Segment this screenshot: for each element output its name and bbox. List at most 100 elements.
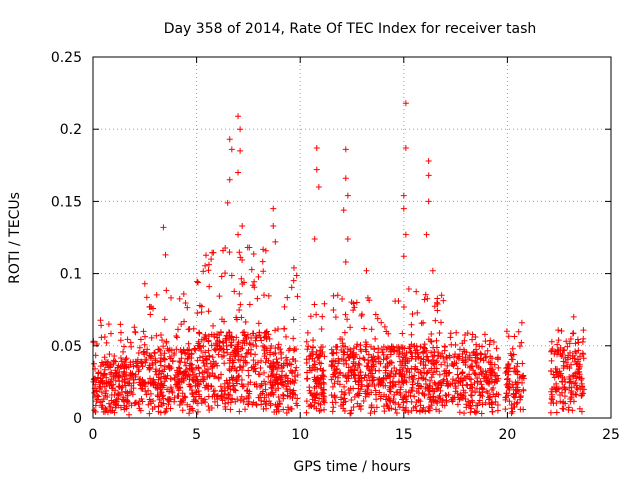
data-point: [283, 410, 290, 417]
data-point: [97, 317, 104, 324]
data-point: [436, 408, 443, 415]
data-point: [247, 379, 254, 386]
data-point: [237, 126, 244, 133]
data-point: [431, 379, 438, 386]
data-point: [363, 341, 370, 348]
data-point: [466, 375, 473, 382]
data-point: [358, 312, 365, 319]
data-point: [390, 399, 397, 406]
data-point: [272, 238, 279, 245]
data-point: [399, 330, 406, 337]
data-point: [493, 390, 500, 397]
data-point: [504, 376, 511, 383]
data-point: [269, 382, 276, 389]
data-point: [464, 382, 471, 389]
data-point: [226, 249, 233, 256]
data-point: [407, 349, 414, 356]
data-point: [415, 397, 422, 404]
data-point: [214, 392, 221, 399]
data-point: [216, 346, 223, 353]
data-point: [261, 330, 268, 337]
data-point: [482, 351, 489, 358]
data-point: [184, 355, 191, 362]
data-point: [433, 337, 440, 344]
data-point: [124, 392, 131, 399]
data-point: [179, 390, 186, 397]
data-point: [362, 390, 369, 397]
data-point: [254, 359, 261, 366]
data-point: [478, 371, 485, 378]
data-point: [229, 357, 236, 364]
data-point: [149, 305, 156, 312]
data-point: [387, 351, 394, 358]
data-point: [330, 349, 337, 356]
data-point: [143, 294, 150, 301]
data-point: [443, 397, 450, 404]
data-point: [280, 382, 287, 389]
data-point: [330, 307, 337, 314]
data-point: [463, 404, 470, 411]
data-point: [341, 395, 348, 402]
data-point: [510, 390, 517, 397]
data-point: [363, 377, 370, 384]
y-tick-label: 0.1: [60, 267, 82, 283]
data-point: [512, 386, 519, 393]
data-point: [482, 368, 489, 375]
data-point: [262, 386, 269, 393]
data-point: [248, 266, 255, 273]
data-point: [380, 374, 387, 381]
data-point: [203, 252, 210, 259]
data-point: [459, 351, 466, 358]
y-tick-label: 0.2: [60, 122, 82, 138]
data-point: [119, 389, 126, 396]
data-point: [268, 390, 275, 397]
data-point: [192, 373, 199, 380]
data-point: [493, 345, 500, 352]
data-point: [339, 336, 346, 343]
data-point: [273, 408, 280, 415]
data-point: [154, 384, 161, 391]
data-point: [580, 335, 587, 342]
data-point: [286, 345, 293, 352]
data-point: [479, 401, 486, 408]
data-point: [433, 299, 440, 306]
data-point: [503, 394, 510, 401]
data-point: [381, 323, 388, 330]
data-point: [185, 371, 192, 378]
data-point: [340, 372, 347, 379]
data-point: [429, 267, 436, 274]
data-point: [121, 406, 128, 413]
data-point: [211, 391, 218, 398]
data-point: [208, 256, 215, 263]
data-point: [334, 292, 341, 299]
data-point: [250, 399, 257, 406]
data-point: [385, 405, 392, 412]
data-point: [107, 408, 114, 415]
data-point: [456, 396, 463, 403]
data-point: [198, 309, 205, 316]
data-point: [210, 322, 217, 329]
data-point: [145, 387, 152, 394]
data-point: [135, 368, 142, 375]
data-point: [514, 371, 521, 378]
data-point: [285, 404, 292, 411]
data-point: [423, 231, 430, 238]
data-point: [373, 396, 380, 403]
data-point: [478, 410, 485, 417]
data-point: [205, 308, 212, 315]
data-point: [351, 304, 358, 311]
data-point: [580, 351, 587, 358]
data-point: [99, 372, 106, 379]
data-point: [514, 399, 521, 406]
data-point: [436, 392, 443, 399]
data-point: [412, 355, 419, 362]
data-point: [203, 335, 210, 342]
data-point: [122, 388, 129, 395]
data-point: [409, 381, 416, 388]
data-point: [384, 353, 391, 360]
data-point: [570, 313, 577, 320]
data-point: [201, 369, 208, 376]
data-point: [425, 357, 432, 364]
data-point: [310, 337, 317, 344]
data-point: [477, 365, 484, 372]
